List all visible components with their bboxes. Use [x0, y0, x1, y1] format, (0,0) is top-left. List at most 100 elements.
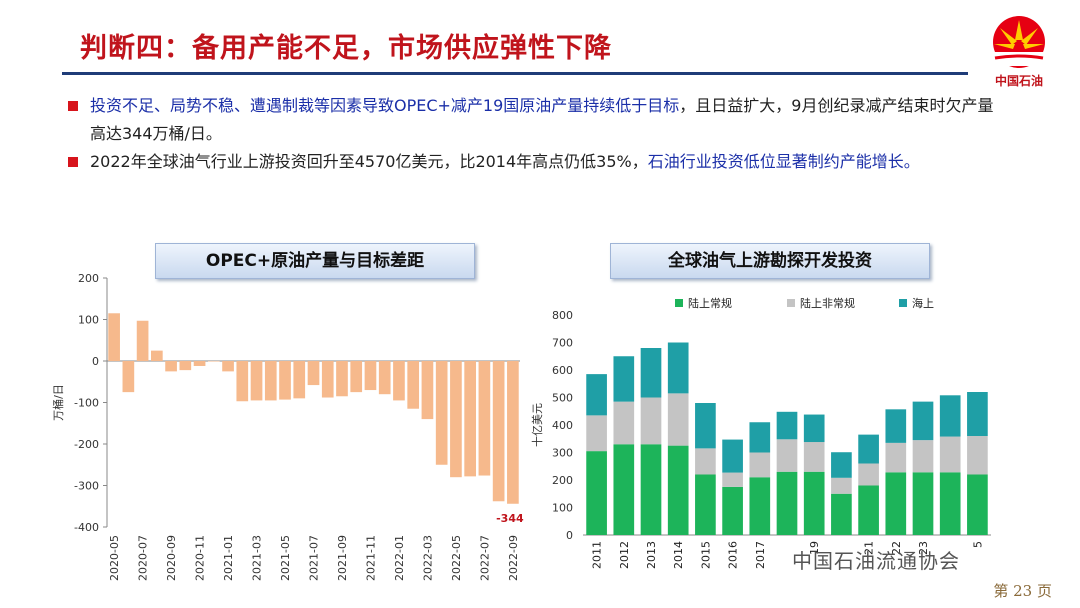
x-tick-label: 2021-07	[308, 535, 321, 581]
bar-2021-07	[307, 361, 320, 386]
y-tick-label: -200	[74, 438, 99, 451]
bar-2024-2	[939, 436, 961, 473]
legend-swatch	[675, 299, 683, 307]
bar-2021-1	[858, 485, 879, 535]
upstream-investment-chart: 0 100 200 300 400 500 600 700 800 十亿美元 陆上常规 陆上非常规 海上…	[530, 296, 991, 569]
bar-2020-09	[165, 361, 177, 372]
bar-2017-3	[749, 422, 771, 453]
bar-2025-1	[967, 474, 988, 535]
bullet-highlight: 投资不足、局势不稳、遭遇制裁等因素导致OPEC+减产19国原油产量持续低于目标	[90, 96, 680, 115]
bar-2023-2	[912, 440, 934, 473]
bar-2015-1	[695, 474, 716, 535]
opec-chart-title: OPEC+原油产量与目标差距	[155, 243, 475, 279]
bar-2021-2	[858, 463, 879, 486]
bar-2014-1	[667, 445, 689, 535]
x-tick-label: 2022-03	[421, 535, 434, 581]
legend-swatch	[787, 299, 795, 307]
bar-2024-3	[939, 395, 961, 437]
bar-2025-2	[967, 436, 988, 475]
x-tick-label: 2021-05	[279, 535, 292, 581]
logo-text: 中国石油	[994, 74, 1043, 88]
bar-2012-3	[613, 356, 635, 402]
bar-2014-3	[667, 342, 689, 394]
bar-2022-02	[407, 361, 420, 409]
bullet-square-icon	[68, 101, 78, 111]
bullet-item: 投资不足、局势不稳、遭遇制裁等因素导致OPEC+减产19国原油产量持续低于目标，…	[64, 92, 994, 148]
bar-2011-3	[586, 374, 607, 416]
bar-2020-1	[831, 493, 852, 535]
bar-2019-2	[803, 442, 825, 472]
x-tick-label: 2022-01	[393, 535, 406, 581]
bar-2020-12	[207, 361, 220, 362]
bar-2021-03	[250, 361, 263, 401]
y-tick-label: 700	[552, 337, 573, 350]
opec-gap-chart: 200 100 0 -100 -200 -300 -400 万桶/日 2020-05 2020-0…	[51, 272, 524, 581]
bar-2011-2	[586, 415, 607, 452]
bar-2011-1	[586, 451, 607, 535]
legend-label: 陆上常规	[688, 296, 732, 310]
x-tick-label: 2012	[618, 541, 631, 569]
bar-2021-02	[236, 361, 249, 402]
bar-2020-2	[831, 477, 852, 494]
legend-label: 海上	[912, 296, 934, 310]
x-tick-label: 2022-09	[507, 535, 520, 581]
page-title: 判断四：备用产能不足，市场供应弹性下降	[80, 33, 612, 64]
x-tick-label: 2021-03	[251, 535, 264, 581]
bar-2020-07	[136, 320, 149, 361]
x-tick-label: 2017	[754, 541, 767, 569]
x-tick-label: 2021-09	[336, 535, 349, 581]
legend-swatch	[899, 299, 907, 307]
bar-2023-1	[912, 472, 934, 535]
bar-2021-01	[222, 361, 234, 372]
x-tick-label: 2011	[591, 541, 604, 569]
bar-2012-2	[613, 401, 635, 445]
y-tick-label: 0	[566, 529, 573, 542]
bar-2025-3	[967, 392, 988, 436]
bar-2021-12	[378, 361, 391, 395]
x-tick-label: 19	[808, 541, 821, 555]
x-tick-label: 2020-11	[194, 535, 207, 581]
y-tick-label: -100	[74, 397, 99, 410]
bar-2021-04	[264, 361, 277, 401]
page-number: 第 23 页	[993, 582, 1052, 600]
bar-2021-06	[293, 361, 306, 399]
bullet-item: 2022年全球油气行业上游投资回升至4570亿美元，比2014年高点仍低35%，…	[64, 148, 994, 176]
data-label-min: -344	[496, 512, 524, 525]
bar-2023-3	[912, 401, 934, 441]
bullet-highlight: 石油行业投资低位显著制约产能增长。	[647, 152, 920, 171]
bar-2017-1	[749, 477, 771, 535]
bar-2013-3	[640, 348, 662, 398]
x-tick-label: 22	[890, 541, 903, 555]
bar-2019-3	[803, 414, 825, 443]
bar-2022-09	[507, 361, 519, 504]
bar-2022-2	[885, 442, 907, 473]
bar-2022-01	[393, 361, 405, 401]
bar-2013-1	[640, 444, 662, 535]
y-tick-label: 0	[92, 355, 99, 368]
bar-2020-11	[193, 361, 206, 366]
y-tick-label: 100	[552, 502, 573, 515]
y-tick-label: 400	[552, 419, 573, 432]
bar-2013-2	[640, 397, 662, 445]
x-tick-label: 2020-07	[137, 535, 150, 581]
y-tick-label: 200	[78, 272, 99, 285]
bar-2020-06	[122, 361, 135, 393]
bar-2022-3	[885, 409, 907, 443]
bar-2019-1	[803, 471, 825, 535]
bar-2012-1	[613, 444, 635, 535]
y-axis-label: 十亿美元	[530, 403, 544, 447]
y-axis-label: 万桶/日	[51, 384, 65, 421]
bar-2021-05	[279, 361, 291, 400]
watermark: 中国石油流通协会	[792, 549, 960, 573]
y-tick-label: 800	[552, 309, 573, 322]
x-tick-label: 2020-09	[165, 535, 178, 581]
bar-2015-2	[695, 448, 716, 475]
bar-2018-2	[776, 439, 798, 472]
bar-2018-3	[776, 411, 798, 440]
x-tick-label: 2022-07	[478, 535, 491, 581]
bar-2022-04	[435, 361, 448, 465]
bar-2021-11	[364, 361, 377, 391]
x-tick-label: 2015	[699, 541, 712, 569]
y-tick-label: -400	[74, 521, 99, 534]
y-tick-label: 500	[552, 392, 573, 405]
